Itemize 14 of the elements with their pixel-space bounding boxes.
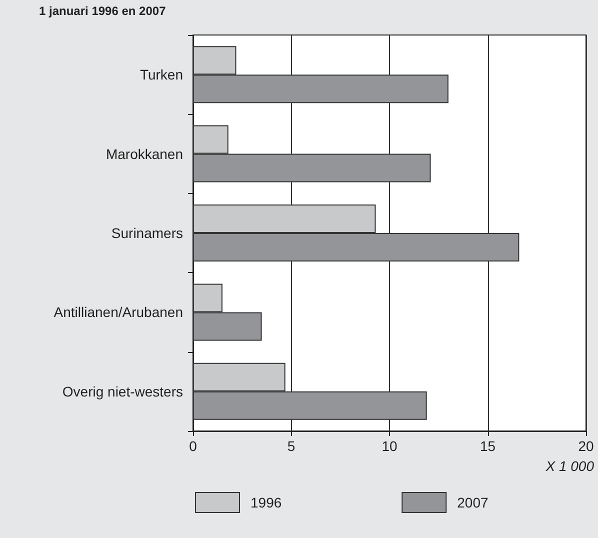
x-tick-label: 10: [382, 438, 398, 454]
chart-title: 1 januari 1996 en 2007: [39, 4, 166, 18]
y-tick-label: Surinamers: [111, 225, 183, 241]
x-tick-label: 20: [578, 438, 594, 454]
x-tick-label: 0: [189, 438, 198, 454]
x-tick-label: 15: [480, 438, 496, 454]
x-axis-title: X 1 000: [544, 458, 594, 474]
y-tick-label: Turken: [140, 66, 183, 83]
x-tick-label: 5: [287, 438, 296, 454]
legend-label: 1996: [250, 494, 282, 510]
y-tick-label: Overig niet-westers: [62, 383, 183, 400]
legend-label: 2007: [457, 494, 489, 510]
y-tick-label: Marokkanen: [106, 146, 183, 162]
y-tick-label: Antillianen/Arubanen: [54, 304, 183, 320]
